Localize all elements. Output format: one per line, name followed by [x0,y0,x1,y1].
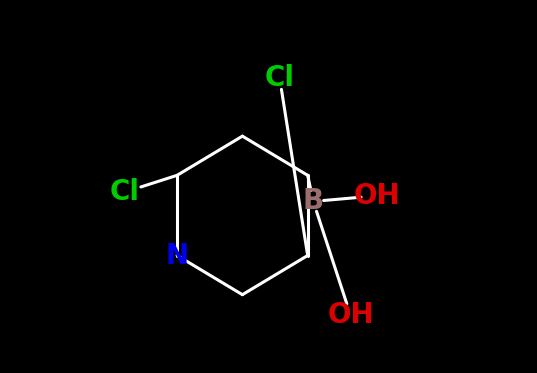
Text: B: B [303,187,324,216]
Text: N: N [165,241,188,270]
Text: Cl: Cl [265,64,295,93]
Text: OH: OH [327,301,374,329]
Text: OH: OH [353,182,400,210]
Text: Cl: Cl [110,178,140,206]
